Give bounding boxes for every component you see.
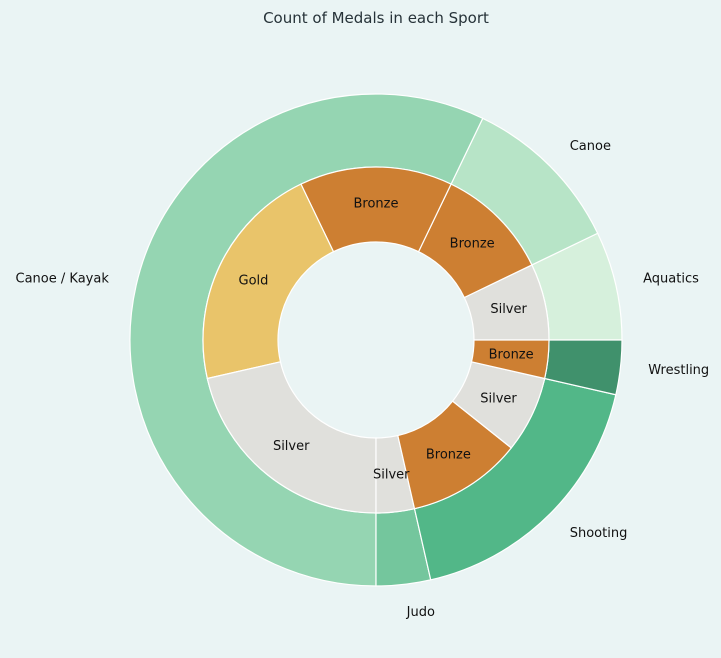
inner-label-wrestling-bronze: Bronze bbox=[489, 348, 534, 363]
inner-label-judo-silver: Silver bbox=[373, 468, 410, 483]
inner-slice-wrestling-bronze bbox=[470, 339, 550, 380]
inner-label-canoe-bronze: Bronze bbox=[450, 236, 495, 251]
outer-labels: Aquatics Canoe Canoe / Kayak Judo Shooting Wr… bbox=[16, 139, 710, 620]
inner-label-shooting-bronze: Bronze bbox=[426, 448, 471, 463]
inner-slice-canoe-kayak-silver bbox=[206, 361, 377, 514]
inner-labels: Silver Bronze Bronze Gold Silver Silver Bronze… bbox=[239, 197, 534, 483]
outer-ring bbox=[129, 93, 623, 587]
outer-label-shooting: Shooting bbox=[570, 526, 628, 541]
chart-title: Count of Medals in each Sport bbox=[263, 9, 489, 27]
inner-label-canoe-kayak-silver: Silver bbox=[273, 439, 310, 454]
outer-label-judo: Judo bbox=[406, 605, 435, 620]
inner-slice-canoe-kayak-gold bbox=[202, 183, 335, 380]
inner-label-shooting-silver: Silver bbox=[480, 392, 517, 407]
outer-label-canoe: Canoe bbox=[570, 139, 611, 154]
inner-label-canoe-kayak-bronze: Bronze bbox=[354, 197, 399, 212]
outer-label-canoe-kayak: Canoe / Kayak bbox=[16, 272, 110, 287]
outer-label-wrestling: Wrestling bbox=[648, 363, 709, 378]
outer-label-aquatics: Aquatics bbox=[643, 272, 699, 287]
inner-label-aquatics-silver: Silver bbox=[490, 302, 527, 317]
inner-label-canoe-kayak-gold: Gold bbox=[239, 273, 269, 288]
inner-ring bbox=[202, 166, 550, 514]
